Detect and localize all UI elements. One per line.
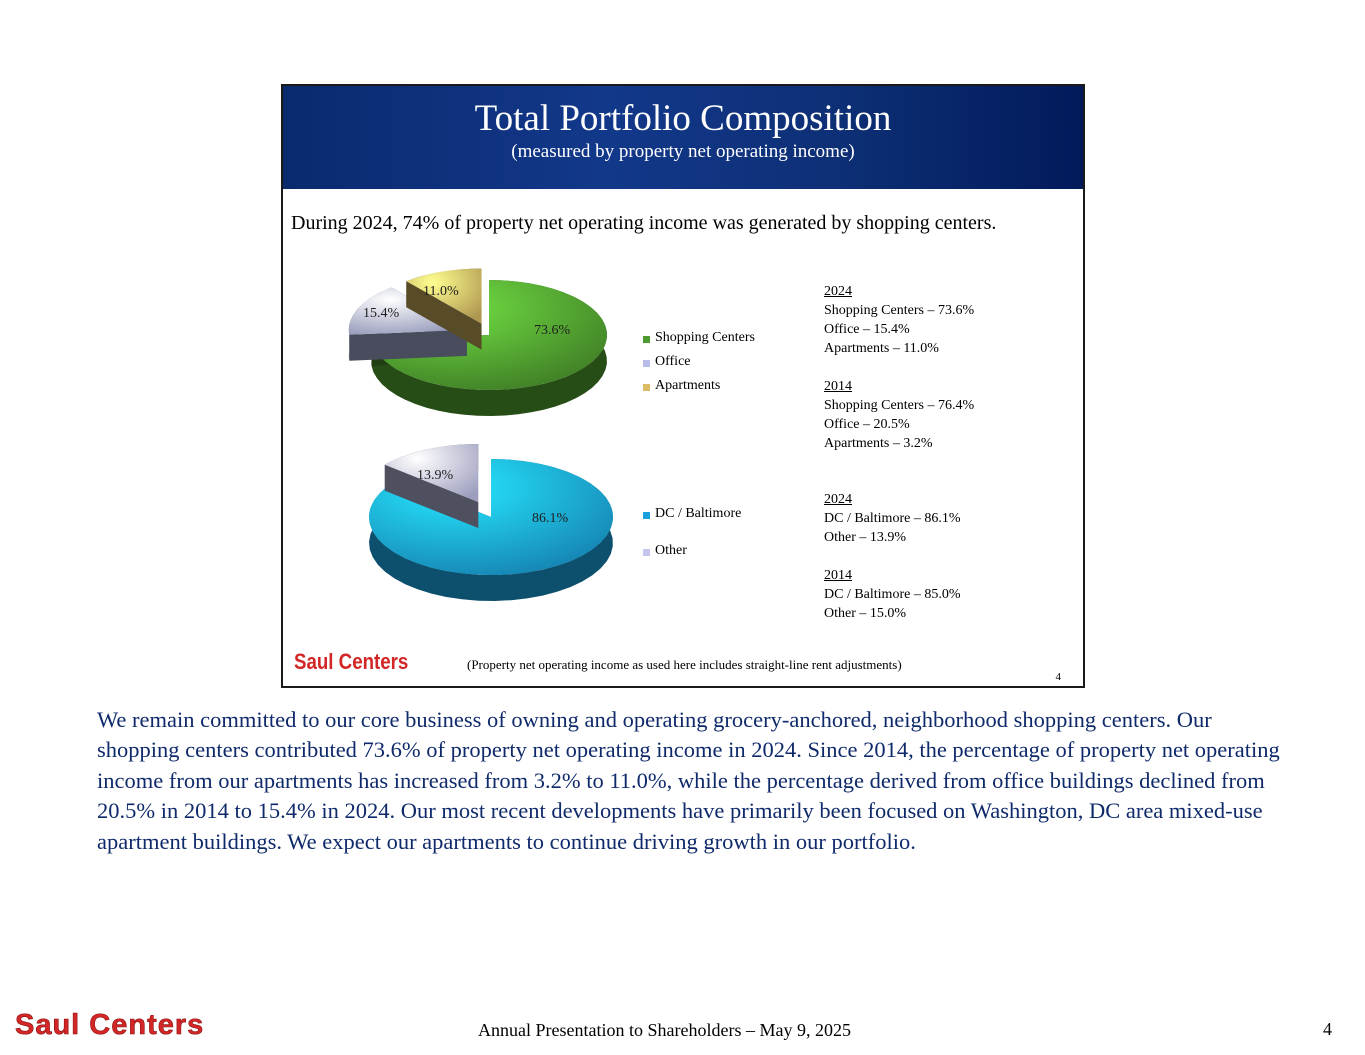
legend-swatch	[643, 383, 650, 391]
legend-swatch	[643, 511, 650, 519]
pie-slice-Shopping Centers	[371, 280, 607, 390]
legend-label: Other	[655, 543, 687, 558]
stats-group-2024: 2024 DC / Baltimore – 86.1% Other – 13.9…	[824, 490, 961, 547]
pie2-label-dc: 86.1%	[532, 511, 569, 526]
pie1-label-apartments: 11.0%	[423, 284, 459, 299]
stats-by-region: 2024 DC / Baltimore – 86.1% Other – 13.9…	[824, 490, 961, 642]
stats-line: Other – 13.9%	[824, 530, 907, 545]
body-paragraph: We remain committed to our core business…	[97, 707, 1280, 854]
pie1-label-office: 15.4%	[363, 306, 400, 321]
pie-slice-wall	[406, 281, 482, 350]
slide-header: Total Portfolio Composition (measured by…	[283, 86, 1083, 189]
stats-group-2014: 2014 Shopping Centers – 76.4% Office – 2…	[824, 377, 974, 453]
slide-subtitle: (measured by property net operating inco…	[511, 141, 855, 162]
stats-line: DC / Baltimore – 86.1%	[824, 511, 961, 526]
slide-footnote: (Property net operating income as used h…	[467, 657, 902, 672]
legend-swatch	[643, 335, 650, 343]
stats-year: 2024	[824, 284, 852, 299]
pie-chart-1	[348, 268, 607, 416]
stats-line: Office – 20.5%	[824, 417, 910, 432]
legend-swatch	[643, 548, 650, 556]
stats-year: 2014	[824, 568, 852, 583]
stats-year: 2024	[824, 492, 852, 507]
saul-centers-footer-logo: Saul Centers	[15, 1009, 205, 1042]
legend-item-office: Office	[643, 354, 691, 370]
stats-line: Apartments – 3.2%	[824, 436, 933, 451]
stats-group-2024: 2024 Shopping Centers – 73.6% Office – 1…	[824, 282, 974, 358]
stats-line: Shopping Centers – 73.6%	[824, 303, 975, 318]
pie1-label-shopping: 73.6%	[534, 323, 571, 338]
stats-year: 2014	[824, 379, 852, 394]
legend-item-shopping: Shopping Centers	[643, 330, 755, 346]
slide-panel: Total Portfolio Composition (measured by…	[281, 84, 1085, 688]
legend-label: Office	[655, 354, 691, 369]
pie-charts	[348, 268, 613, 601]
legend-label: DC / Baltimore	[655, 506, 742, 521]
legend-swatch	[643, 359, 650, 367]
legend-label: Apartments	[655, 378, 721, 393]
legend-label: Shopping Centers	[655, 330, 755, 345]
pie-slice-Apartments	[406, 268, 482, 324]
pie-slice-DC / Baltimore	[369, 459, 613, 575]
stats-line: Apartments – 11.0%	[824, 341, 939, 356]
pie-chart-2	[369, 444, 613, 601]
pie-slice-Other	[384, 444, 479, 503]
footer-page-number: 4	[1323, 1019, 1332, 1039]
stats-group-2014: 2014 DC / Baltimore – 85.0% Other – 15.0…	[824, 566, 961, 623]
legend-item-apartments: Apartments	[643, 378, 720, 394]
stats-line: Office – 15.4%	[824, 322, 910, 337]
stats-line: Other – 15.0%	[824, 606, 907, 621]
stats-line: Shopping Centers – 76.4%	[824, 398, 975, 413]
legend-item-dc: DC / Baltimore	[643, 506, 741, 522]
slide-summary: During 2024, 74% of property net operati…	[291, 212, 997, 234]
slide-page-number: 4	[1055, 671, 1062, 683]
saul-centers-logo: Saul Centers	[294, 649, 409, 674]
pie2-label-other: 13.9%	[417, 468, 454, 483]
footer-text: Annual Presentation to Shareholders – Ma…	[478, 1020, 851, 1040]
legend-item-other: Other	[643, 543, 687, 559]
stats-by-type: 2024 Shopping Centers – 73.6% Office – 1…	[824, 282, 974, 472]
slide-title: Total Portfolio Composition	[474, 98, 892, 139]
stats-line: DC / Baltimore – 85.0%	[824, 587, 961, 602]
pie-slice-wall	[384, 464, 479, 529]
